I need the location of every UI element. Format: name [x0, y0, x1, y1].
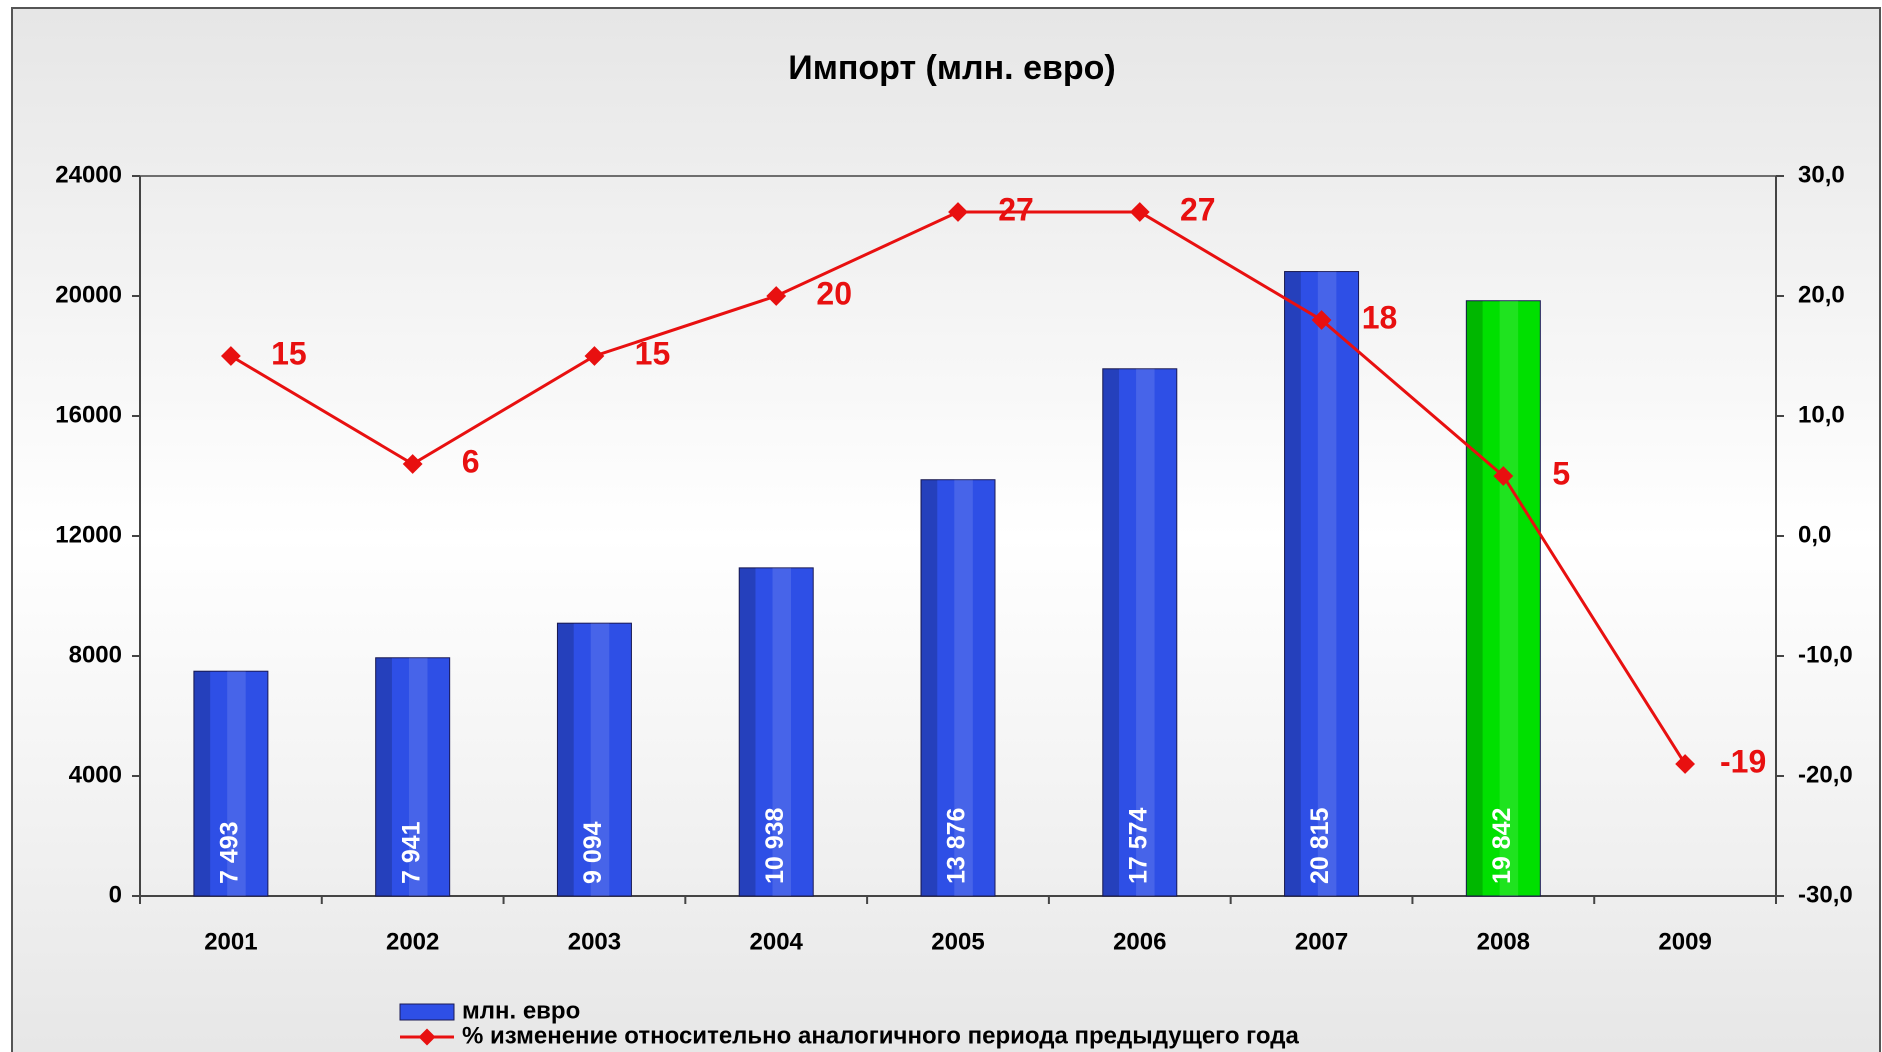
- x-tick-label: 2003: [568, 928, 621, 955]
- bar: [556, 622, 632, 897]
- y-tick-label: 12000: [55, 521, 122, 548]
- bar-shade: [557, 623, 574, 896]
- legend-label: млн. евро: [462, 997, 580, 1024]
- value-label: 27: [1180, 191, 1216, 227]
- line-marker: [1311, 310, 1332, 330]
- bar-shine: [408, 657, 428, 896]
- x-tick-label: 2005: [931, 928, 984, 955]
- value-label: 18: [1362, 299, 1398, 335]
- y2-tick-label: -10,0: [1798, 641, 1853, 668]
- x-tick-label: 2009: [1658, 928, 1711, 955]
- bar-shine: [1317, 271, 1337, 896]
- bar-shine: [772, 567, 792, 896]
- value-label: 27: [998, 191, 1034, 227]
- value-label: 15: [635, 335, 671, 371]
- line-marker: [220, 346, 241, 366]
- bar: [1465, 300, 1541, 897]
- bar: [738, 567, 814, 897]
- value-label: 5: [1552, 455, 1570, 491]
- bar-shade: [1466, 300, 1483, 896]
- value-label: 9 094: [579, 821, 607, 884]
- value-label: 13 876: [943, 808, 971, 884]
- y-tick-label: 24000: [55, 161, 122, 188]
- value-label: 15: [271, 335, 307, 371]
- x-tick-label: 2004: [750, 928, 804, 955]
- bar-shine: [1499, 300, 1519, 896]
- value-label: 20 815: [1306, 807, 1334, 884]
- bar: [193, 670, 269, 897]
- value-label: 20: [816, 275, 852, 311]
- value-label: 6: [462, 443, 480, 479]
- bar-shade: [739, 567, 756, 896]
- bar-shine: [590, 623, 610, 896]
- bar-shade: [193, 671, 211, 896]
- bar-shade: [921, 479, 938, 896]
- value-label: 19 842: [1488, 808, 1516, 884]
- x-tick-label: 2006: [1113, 928, 1166, 955]
- y2-tick-label: 10,0: [1798, 401, 1845, 428]
- line-marker: [1129, 202, 1150, 222]
- bar: [1102, 368, 1178, 897]
- y-tick-label: 0: [109, 881, 122, 908]
- value-label: 10 938: [761, 807, 789, 884]
- bar: [375, 657, 451, 897]
- y2-tick-label: -30,0: [1798, 881, 1853, 908]
- x-tick-label: 2008: [1477, 928, 1530, 955]
- bar-shade: [1102, 368, 1120, 896]
- y-tick-label: 20000: [55, 281, 122, 308]
- x-tick-label: 2007: [1295, 928, 1348, 955]
- y2-tick-label: 20,0: [1798, 281, 1845, 308]
- y-tick-label: 8000: [69, 641, 122, 668]
- x-tick-label: 2002: [386, 928, 439, 955]
- value-label: 17 574: [1124, 807, 1152, 884]
- x-tick-label: 2001: [204, 928, 257, 955]
- value-label: -19: [1720, 743, 1766, 779]
- chart-title: Импорт (млн. евро): [788, 49, 1115, 87]
- bar-shade: [375, 657, 392, 896]
- bar-shine: [954, 479, 973, 896]
- legend-label: % изменение относительно аналогичного пе…: [462, 1022, 1299, 1049]
- line-marker: [1675, 754, 1696, 774]
- y-tick-label: 4000: [69, 761, 122, 788]
- bar: [920, 479, 996, 897]
- y2-tick-label: 0,0: [1798, 521, 1831, 548]
- bar-shade: [1284, 271, 1301, 896]
- value-label: 7 493: [215, 821, 243, 884]
- legend-swatch: [399, 1003, 455, 1021]
- line-marker: [766, 286, 787, 306]
- y2-tick-label: 30,0: [1798, 161, 1845, 188]
- y-tick-label: 16000: [55, 401, 122, 428]
- line-marker: [402, 454, 423, 474]
- line-marker: [1493, 466, 1514, 486]
- y2-tick-label: -20,0: [1798, 761, 1853, 788]
- bar-shine: [227, 671, 246, 896]
- line-marker: [584, 346, 605, 366]
- bar: [1284, 271, 1360, 897]
- value-label: 7 941: [397, 821, 425, 884]
- bar-shine: [1136, 368, 1155, 896]
